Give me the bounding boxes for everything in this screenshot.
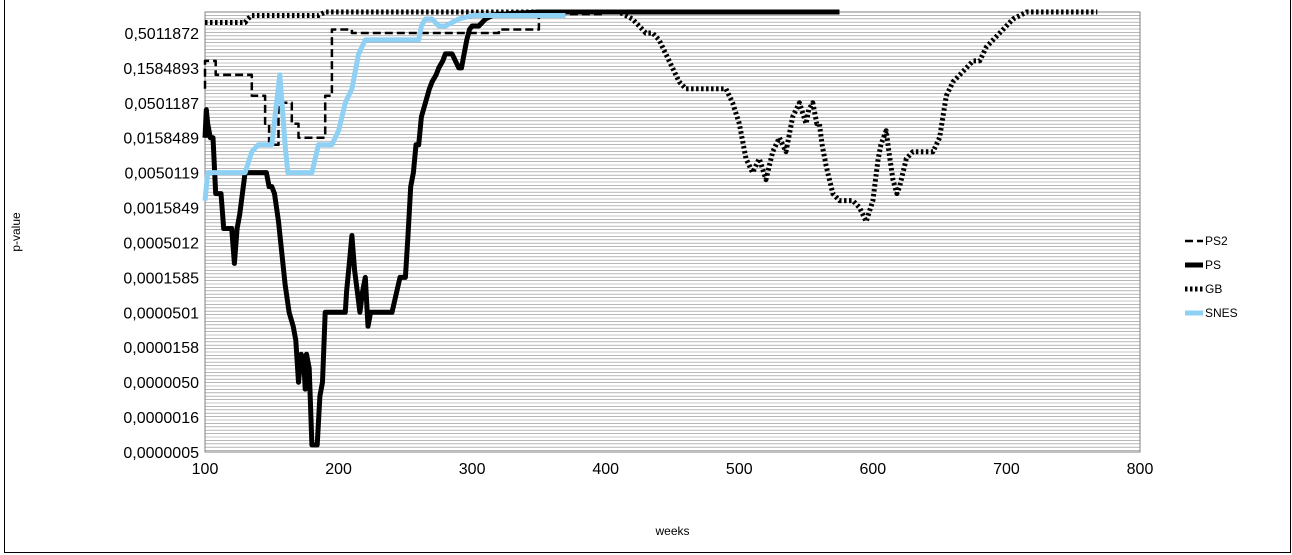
series-line-gb <box>205 9 1098 224</box>
series-group <box>202 9 1098 448</box>
legend-label-ps: PS <box>1205 258 1221 272</box>
y-tick-label: 0,0005012 <box>123 235 199 252</box>
x-tick-label: 200 <box>325 461 352 478</box>
y-tick-label: 0,0000005 <box>123 445 199 462</box>
y-tick-label: 0,0000501 <box>123 305 199 322</box>
chart-frame <box>4 0 1291 553</box>
x-tick-labels: 100 200 300 400 500 600 700 800 <box>192 461 1154 478</box>
y-tick-label: 0,0015849 <box>123 201 199 218</box>
y-tick-label: 0,0001585 <box>123 270 199 287</box>
grid <box>204 11 1141 453</box>
y-tick-label: 0,0158489 <box>123 131 199 148</box>
legend-label-gb: GB <box>1205 282 1222 296</box>
x-tick-label: 100 <box>192 461 219 478</box>
y-tick-label: 0,0000158 <box>123 340 199 357</box>
y-tick-label: 0,0000050 <box>123 375 199 392</box>
y-tick-label: 0,0000016 <box>123 410 199 427</box>
y-tick-labels: 0,5011872 0,1584893 0,0501187 0,0158489 0,00… <box>123 26 199 462</box>
x-tick-label: 800 <box>1127 461 1154 478</box>
x-axis-title: weeks <box>654 524 689 538</box>
legend: PS2 PS GB SNES <box>1185 234 1238 320</box>
y-axis-title: p-value <box>9 212 23 252</box>
series-line-snes <box>202 13 566 201</box>
y-tick-label: 0,0501187 <box>125 96 200 113</box>
x-tick-label: 700 <box>993 461 1020 478</box>
series-line-ps2 <box>203 12 606 146</box>
plot-area <box>205 12 1140 452</box>
y-tick-label: 0,5011872 <box>125 26 200 43</box>
legend-label-ps2: PS2 <box>1205 234 1228 248</box>
legend-label-snes: SNES <box>1205 306 1238 320</box>
x-tick-label: 400 <box>592 461 619 478</box>
x-tick-label: 600 <box>860 461 887 478</box>
y-tick-label: 0,0050119 <box>125 166 200 183</box>
x-tick-label: 300 <box>459 461 486 478</box>
y-tick-label: 0,1584893 <box>123 61 199 78</box>
x-tick-label: 500 <box>726 461 753 478</box>
